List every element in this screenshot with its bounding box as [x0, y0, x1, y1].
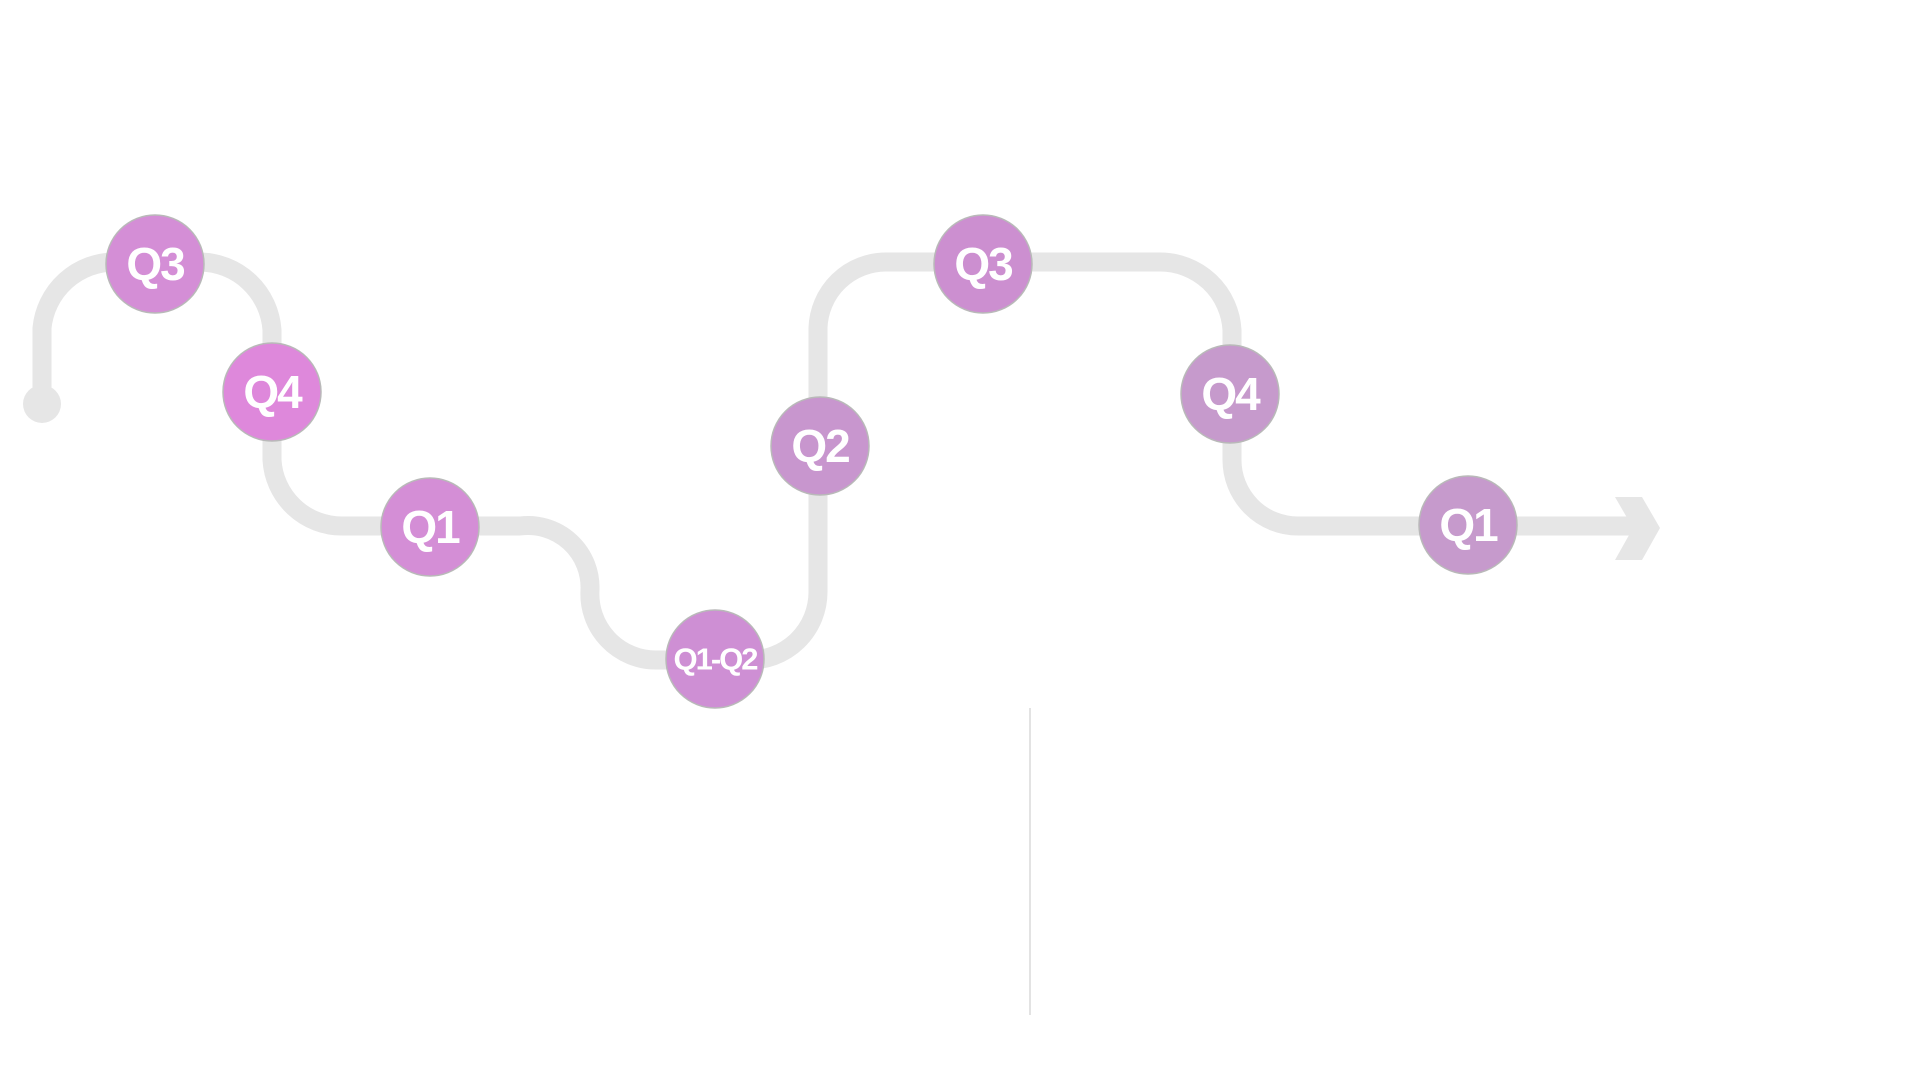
milestone-circle	[1418, 475, 1518, 575]
milestone-circle	[105, 214, 205, 314]
milestone-5: Q2	[770, 396, 870, 496]
milestone-label: Q3	[954, 238, 1012, 290]
milestone-circle	[1180, 344, 1280, 444]
milestone-1: Q3	[105, 214, 205, 314]
milestone-6: Q3	[933, 214, 1033, 314]
milestones: Q3 Q4 Q1 Q1-Q2 Q2 Q3 Q4 Q1	[105, 214, 1518, 709]
milestone-label: Q4	[1201, 368, 1261, 420]
milestone-circle	[380, 477, 480, 577]
milestone-8: Q1	[1418, 475, 1518, 575]
milestone-3: Q1	[380, 477, 480, 577]
milestone-label: Q1-Q2	[673, 642, 757, 677]
milestone-circle	[933, 214, 1033, 314]
milestone-label: Q3	[126, 238, 184, 290]
milestone-4: Q1-Q2	[665, 609, 765, 709]
track-end-arrow-icon	[1615, 497, 1660, 560]
milestone-label: Q2	[791, 420, 849, 472]
milestone-label: Q1	[401, 501, 460, 553]
milestone-label: Q1	[1439, 499, 1498, 551]
timeline-track	[23, 252, 1660, 670]
milestone-label: Q4	[243, 366, 303, 418]
track-start-dot	[23, 385, 61, 423]
track-path	[32, 252, 1640, 670]
milestone-circle	[665, 609, 765, 709]
milestone-circle	[770, 396, 870, 496]
milestone-circle	[222, 342, 322, 442]
milestone-2: Q4	[222, 342, 322, 442]
milestone-7: Q4	[1180, 344, 1280, 444]
